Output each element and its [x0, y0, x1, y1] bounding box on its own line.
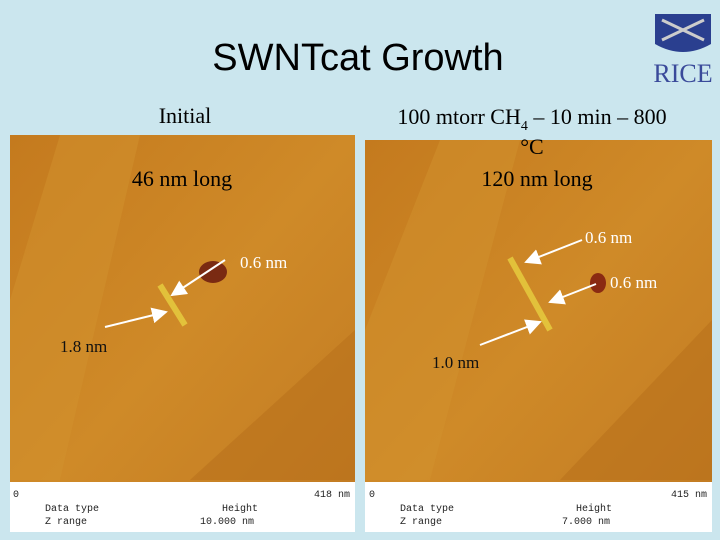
arrow — [104, 307, 168, 328]
scale-end: 418 nm — [314, 490, 350, 501]
logo: RICE — [653, 14, 713, 88]
arrow — [170, 259, 226, 297]
left-image — [10, 135, 355, 532]
info-label: Data type — [45, 504, 99, 515]
info-label: Z range — [45, 517, 87, 528]
annotation: 0.6 nm — [585, 228, 632, 247]
annotation: 1.8 nm — [60, 337, 107, 356]
scale-start: 0 — [13, 490, 19, 501]
annotation: 0.6 nm — [610, 273, 657, 292]
info-value: 10.000 nm — [200, 517, 254, 528]
arrow — [479, 319, 542, 346]
info-label: Z range — [400, 517, 442, 528]
annotation: 1.0 nm — [432, 353, 479, 372]
right-length: 120 nm long — [481, 166, 592, 191]
info-value: Height — [576, 503, 612, 515]
right-image — [365, 140, 712, 532]
info-label: Data type — [400, 504, 454, 515]
right-heading-unit: °C — [520, 134, 543, 159]
left-heading: Initial — [159, 103, 212, 128]
right-heading: 100 mtorr CH4 – 10 min – 800 — [397, 104, 666, 134]
logo-text: RICE — [653, 59, 712, 88]
annotation: 0.6 nm — [240, 253, 287, 272]
scale-start: 0 — [369, 490, 375, 501]
arrow — [524, 239, 583, 265]
scale-end: 415 nm — [671, 490, 707, 501]
arrow — [548, 283, 597, 305]
left-length: 46 nm long — [132, 166, 232, 191]
info-value: Height — [222, 503, 258, 515]
title: SWNTcat Growth — [212, 37, 503, 79]
info-value: 7.000 nm — [562, 517, 610, 528]
